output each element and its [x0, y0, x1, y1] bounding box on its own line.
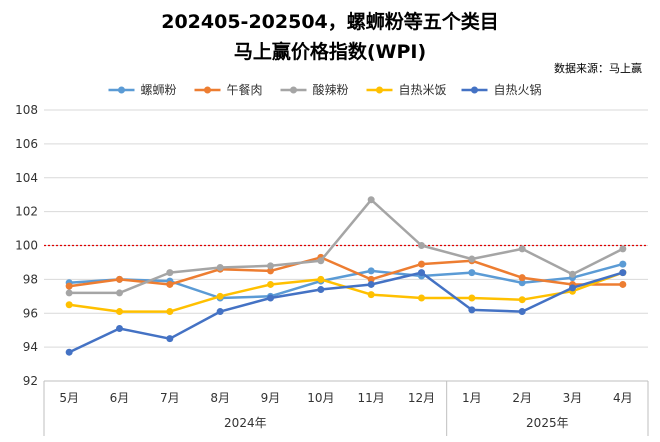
data-point — [317, 257, 325, 265]
data-point — [468, 269, 476, 277]
data-point — [468, 294, 476, 302]
x-tick-label: 3月 — [563, 391, 583, 405]
data-point — [267, 294, 274, 302]
year-group-label: 2025年 — [526, 416, 569, 430]
data-point — [518, 296, 526, 304]
data-point — [65, 282, 73, 290]
legend-marker — [204, 86, 211, 94]
data-point — [216, 264, 224, 272]
data-point — [619, 260, 627, 268]
x-tick-label: 9月 — [261, 391, 281, 405]
x-tick-label: 1月 — [462, 391, 482, 405]
data-point — [116, 308, 123, 316]
data-point — [65, 289, 73, 297]
chart-title-line1: 202405-202504，螺蛳粉等五个类目 — [161, 10, 499, 33]
x-tick-label: 2月 — [512, 391, 532, 405]
series-line — [69, 256, 623, 288]
data-point — [116, 289, 123, 297]
legend-marker — [471, 86, 478, 94]
data-point — [317, 286, 325, 294]
y-tick-label: 100 — [15, 239, 38, 253]
data-point — [367, 196, 375, 204]
legend-label: 午餐肉 — [227, 82, 263, 97]
data-point — [518, 308, 526, 316]
x-tick-label: 11月 — [358, 391, 385, 405]
legend-marker — [290, 86, 297, 94]
chart-title-line2: 马上赢价格指数(WPI) — [234, 40, 426, 63]
series-line — [69, 262, 624, 300]
data-point — [569, 284, 576, 292]
data-point — [367, 275, 375, 283]
x-tick-label: 7月 — [160, 391, 180, 405]
data-point — [619, 245, 627, 253]
y-axis: 92 94 96 98 100 102 104 106 108 — [15, 103, 38, 388]
legend-label: 自热米饭 — [399, 83, 447, 97]
x-tick-label: 4月 — [613, 391, 633, 405]
data-point — [518, 274, 526, 282]
data-point — [619, 269, 627, 277]
data-point — [418, 294, 425, 302]
data-point — [216, 308, 224, 316]
data-point — [216, 292, 224, 300]
y-tick-label: 94 — [23, 340, 38, 354]
data-point — [65, 301, 73, 309]
data-point — [518, 279, 526, 287]
data-point — [418, 260, 425, 268]
y-tick-label: 92 — [23, 374, 38, 388]
data-point — [166, 280, 174, 288]
gridlines — [44, 109, 648, 382]
data-point — [267, 262, 274, 270]
data-point — [468, 255, 476, 263]
x-tick-label: 6月 — [110, 391, 130, 405]
data-point — [367, 280, 375, 288]
x-tick-label: 12月 — [408, 391, 435, 405]
data-point — [367, 267, 375, 275]
data-point — [367, 291, 375, 299]
data-point — [569, 270, 576, 278]
data-point — [317, 275, 325, 283]
data-point — [418, 242, 425, 249]
data-point — [116, 275, 123, 283]
legend-marker — [118, 86, 125, 94]
data-point — [166, 308, 174, 316]
y-tick-label: 102 — [15, 205, 38, 219]
legend-label: 螺蛳粉 — [141, 83, 177, 97]
y-tick-label: 96 — [23, 306, 38, 320]
series-line — [69, 198, 624, 295]
data-point — [116, 324, 123, 332]
series-line — [68, 271, 624, 354]
y-tick-label: 108 — [15, 103, 38, 117]
x-tick-label: 10月 — [307, 391, 334, 405]
x-axis: 5月 6月 7月 8月 9月 10月 11月 12月 1月 2月 3月 4月 2024年 2025年 — [43, 381, 649, 436]
year-group-label: 2024年 — [224, 416, 267, 430]
data-point — [619, 280, 627, 288]
data-point — [518, 245, 526, 253]
data-point — [418, 269, 425, 277]
y-tick-label: 104 — [15, 171, 38, 185]
series-layer — [65, 196, 627, 356]
x-tick-label: 5月 — [59, 391, 79, 405]
y-tick-label: 98 — [23, 272, 38, 286]
data-point — [267, 267, 274, 275]
legend-label: 自热火锅 — [494, 82, 542, 97]
x-tick-label: 8月 — [210, 391, 230, 405]
data-point — [166, 335, 174, 343]
data-point — [166, 269, 174, 277]
data-point — [65, 348, 73, 356]
data-source-note: 数据来源：马上赢 — [554, 61, 642, 75]
legend: 螺蛳粉 午餐肉 酸辣粉 自热米饭 自热火锅 — [108, 82, 542, 97]
legend-label: 酸辣粉 — [313, 82, 349, 97]
data-point — [468, 306, 476, 314]
y-tick-label: 106 — [15, 137, 38, 151]
data-point — [267, 280, 274, 288]
legend-marker — [376, 86, 383, 94]
